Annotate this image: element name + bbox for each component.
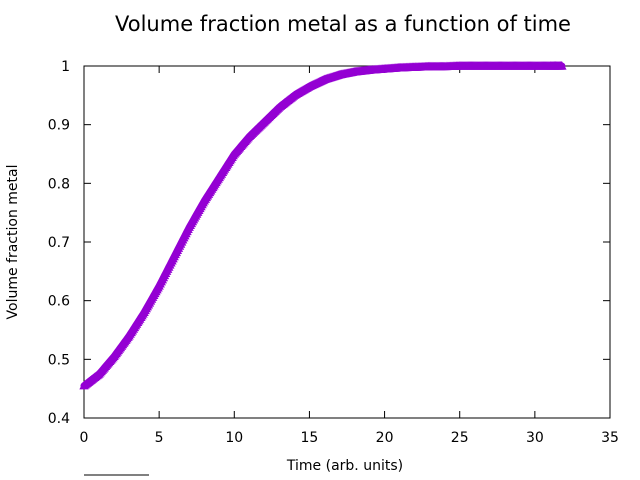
y-tick-label: 0.4 [48,411,70,427]
x-tick-label: 0 [80,430,89,446]
series-line [80,62,566,390]
x-tick-label: 35 [601,430,619,446]
y-tick-label: 0.8 [48,176,70,192]
y-tick-label: 0.7 [48,235,70,251]
x-tick-label: 25 [451,430,469,446]
y-tick-label: 0.5 [48,352,70,368]
chart-title: Volume fraction metal as a function of t… [115,12,571,36]
tick-labels: 0 5 10 15 20 25 30 35 0.4 0.5 0.6 0.7 0.8 0.9 1 [48,59,619,446]
x-tick-label: 10 [225,430,243,446]
x-tick-label: 30 [526,430,544,446]
series [79,61,567,390]
y-tick-label: 1 [61,59,70,75]
y-tick-label: 0.9 [48,118,70,134]
x-tick-label: 20 [376,430,394,446]
plot-frame [83,65,611,419]
x-tick-label: 5 [155,430,164,446]
y-axis-label: Volume fraction metal [5,165,21,320]
y-tick-label: 0.6 [48,294,70,310]
x-axis-label: Time (arb. units) [286,458,403,474]
x-tick-label: 15 [301,430,319,446]
data-point [557,61,567,70]
axis-ticks [83,65,611,419]
data-series [79,61,567,390]
